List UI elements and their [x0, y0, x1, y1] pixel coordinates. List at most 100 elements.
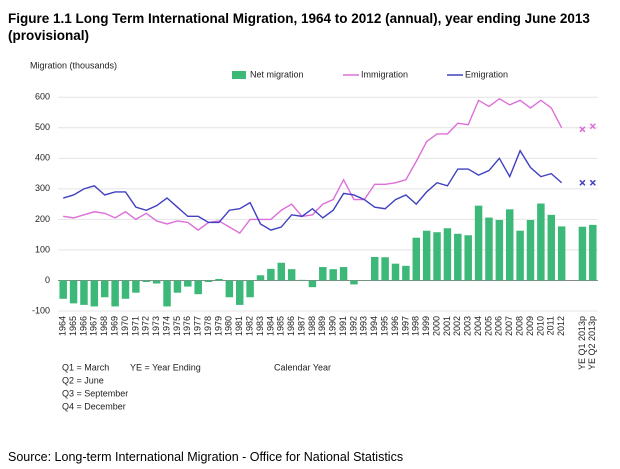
bar [184, 280, 192, 287]
bar [163, 280, 171, 307]
legend-label: Emigration [465, 69, 508, 79]
bar [505, 209, 514, 281]
bar [235, 280, 244, 305]
x-tick-label: 1987 [296, 316, 306, 336]
bar [516, 230, 524, 281]
provisional-marker [579, 126, 586, 133]
chart-title: Figure 1.1 Long Term International Migra… [8, 11, 590, 43]
y-tick-label: 100 [35, 244, 50, 254]
y-tick-label: 500 [35, 122, 50, 132]
bar [537, 203, 545, 281]
bar [225, 280, 234, 298]
bar [287, 269, 296, 281]
x-tick-label: 1984 [265, 316, 275, 336]
bar [329, 269, 337, 281]
bar [256, 275, 265, 281]
bar [132, 280, 140, 293]
y-tick-label: 300 [35, 183, 50, 193]
x-tick-label: 1989 [317, 316, 327, 336]
bar [370, 256, 379, 281]
x-tick-label: 1967 [89, 316, 99, 336]
bar [402, 265, 410, 281]
x-tick-label: 2000 [431, 316, 441, 336]
x-tick-label: 1975 [172, 316, 182, 336]
provisional-marker [589, 179, 596, 186]
bar [391, 263, 400, 281]
bar [80, 280, 88, 305]
bar [59, 280, 67, 299]
y-tick-label: 600 [35, 92, 50, 102]
note: Q1 = March [62, 362, 109, 372]
x-tick-label: 1979 [213, 316, 223, 336]
x-tick-label: 1980 [224, 316, 234, 336]
bar [173, 280, 182, 293]
x-tick-label: YE Q1 2013p [577, 316, 587, 370]
x-tick-label: 2006 [494, 316, 504, 336]
x-tick-label: 2004 [473, 316, 483, 336]
note: YE = Year Ending [130, 362, 201, 372]
x-tick-label: 1985 [276, 316, 286, 336]
bar [433, 232, 441, 281]
bar [557, 226, 566, 281]
y-tick-label: 400 [35, 153, 50, 163]
x-tick-label: 1978 [203, 316, 213, 336]
y-tick-label: 0 [45, 275, 50, 285]
bar [495, 220, 504, 281]
bar [443, 228, 452, 281]
x-tick-label: 1996 [390, 316, 400, 336]
bar [69, 280, 78, 304]
x-tick-label: 1988 [307, 316, 317, 336]
x-tick-label: 1971 [130, 316, 140, 336]
legend-label: Net migration [250, 69, 304, 79]
x-tick-label: 2001 [442, 316, 452, 336]
x-tick-label: 1997 [400, 316, 410, 336]
bar [589, 224, 597, 281]
bar [277, 262, 286, 281]
x-tick-label: 1994 [369, 316, 379, 336]
legend-label: Immigration [361, 69, 408, 79]
x-tick-label: 1977 [193, 316, 203, 336]
x-tick-label: 1970 [120, 316, 130, 336]
bar [215, 278, 223, 281]
x-tick-label: 1991 [338, 316, 348, 336]
x-tick-label: 2012 [556, 316, 566, 336]
x-tick-label: YE Q2 2013p [587, 316, 597, 370]
bar [547, 214, 556, 281]
x-tick-label: 1983 [255, 316, 265, 336]
x-tick-label: 1992 [348, 316, 358, 336]
x-tick-label: 1999 [421, 316, 431, 336]
x-tick-label: 2005 [483, 316, 493, 336]
x-tick-label: 1973 [151, 316, 161, 336]
bar [464, 235, 472, 281]
x-tick-label: 1998 [411, 316, 421, 336]
x-tick-label: 1964 [58, 316, 68, 336]
x-tick-label: 1995 [379, 316, 389, 336]
line [62, 149, 563, 231]
y-tick-label: -100 [32, 305, 50, 315]
bar [526, 220, 535, 281]
line [63, 97, 563, 235]
x-tick-label: 1972 [141, 316, 151, 336]
note: Q3 = September [62, 388, 128, 398]
bar [339, 267, 348, 281]
bar [578, 226, 587, 281]
bar [111, 280, 119, 307]
x-tick-label: 2008 [514, 316, 524, 336]
x-tick-label: 1990 [328, 316, 338, 336]
x-tick-label: 2007 [504, 316, 514, 336]
bar [412, 237, 421, 281]
x-tick-label: 2009 [525, 316, 535, 336]
bar [298, 279, 306, 281]
provisional-marker [589, 123, 596, 130]
x-axis-label: Calendar Year [274, 362, 331, 372]
bar [246, 280, 254, 298]
x-tick-label: 2010 [535, 316, 545, 336]
legend-swatch [232, 71, 246, 79]
y-tick-label: 200 [35, 214, 50, 224]
x-tick-label: 1974 [161, 316, 171, 336]
bar [152, 280, 161, 284]
bar [142, 280, 151, 282]
bar [90, 280, 99, 307]
bar [308, 280, 317, 288]
